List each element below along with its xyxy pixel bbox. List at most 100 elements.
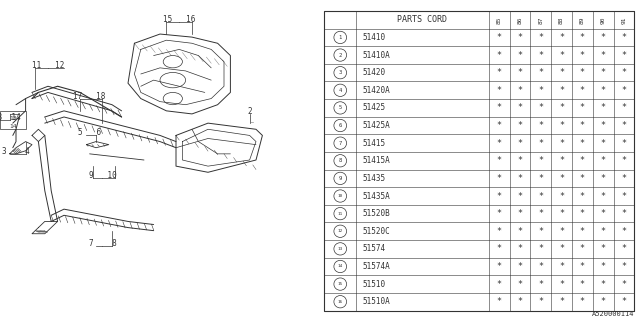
Text: *: * [600, 156, 605, 165]
Text: *: * [559, 244, 564, 253]
Text: 13: 13 [338, 247, 343, 251]
Text: PARTS CORD: PARTS CORD [397, 15, 447, 24]
Text: 51520C: 51520C [362, 227, 390, 236]
Text: 16: 16 [338, 300, 343, 304]
Text: *: * [497, 68, 502, 77]
Text: *: * [497, 227, 502, 236]
Text: 51410A: 51410A [362, 51, 390, 60]
Text: *: * [600, 297, 605, 306]
Text: *: * [559, 51, 564, 60]
Text: 85: 85 [497, 16, 502, 24]
Text: 91: 91 [621, 16, 627, 24]
Text: *: * [538, 209, 543, 218]
Text: *: * [538, 139, 543, 148]
Text: 5   6: 5 6 [78, 128, 101, 137]
Text: *: * [497, 191, 502, 201]
Text: 12: 12 [338, 229, 343, 233]
Text: *: * [497, 174, 502, 183]
Text: *: * [621, 191, 627, 201]
Text: *: * [518, 139, 522, 148]
Text: *: * [559, 191, 564, 201]
Text: 51435A: 51435A [362, 191, 390, 201]
Text: *: * [621, 262, 627, 271]
Text: *: * [538, 280, 543, 289]
Text: *: * [621, 156, 627, 165]
Text: *: * [621, 174, 627, 183]
Text: *: * [497, 33, 502, 42]
Text: *: * [580, 227, 585, 236]
Text: *: * [518, 156, 522, 165]
Text: *: * [621, 121, 627, 130]
Text: 89: 89 [580, 16, 585, 24]
Text: *: * [497, 262, 502, 271]
Text: *: * [600, 86, 605, 95]
Text: 1: 1 [339, 35, 342, 40]
Text: *: * [538, 191, 543, 201]
Text: *: * [600, 68, 605, 77]
Text: *: * [559, 227, 564, 236]
Text: 51574: 51574 [362, 244, 385, 253]
Text: 13  14: 13 14 [0, 113, 20, 122]
Text: *: * [621, 280, 627, 289]
Text: *: * [580, 174, 585, 183]
Text: *: * [580, 297, 585, 306]
Text: 51420: 51420 [362, 68, 385, 77]
Text: *: * [600, 121, 605, 130]
Text: *: * [538, 103, 543, 112]
Text: *: * [559, 262, 564, 271]
Text: *: * [559, 86, 564, 95]
Text: *: * [538, 51, 543, 60]
Text: 7: 7 [339, 141, 342, 146]
Text: *: * [559, 280, 564, 289]
Text: 51415: 51415 [362, 139, 385, 148]
Text: *: * [518, 68, 522, 77]
Text: 51520B: 51520B [362, 209, 390, 218]
Text: 9   10: 9 10 [88, 172, 116, 180]
Text: *: * [600, 209, 605, 218]
Text: *: * [538, 297, 543, 306]
Text: *: * [538, 227, 543, 236]
Text: *: * [518, 51, 522, 60]
Text: *: * [518, 227, 522, 236]
Text: *: * [580, 244, 585, 253]
Text: 2: 2 [339, 52, 342, 58]
Text: *: * [518, 209, 522, 218]
Text: *: * [497, 209, 502, 218]
Text: *: * [600, 139, 605, 148]
Text: *: * [518, 86, 522, 95]
Text: *: * [621, 139, 627, 148]
Text: *: * [538, 68, 543, 77]
Text: *: * [559, 174, 564, 183]
Text: *: * [600, 51, 605, 60]
Text: *: * [497, 244, 502, 253]
Text: *: * [518, 280, 522, 289]
Text: *: * [518, 244, 522, 253]
Text: *: * [538, 86, 543, 95]
Text: *: * [559, 121, 564, 130]
Text: *: * [497, 121, 502, 130]
Bar [0, 111, 26, 129]
Text: 14: 14 [9, 124, 17, 129]
Text: 51574A: 51574A [362, 262, 390, 271]
Text: *: * [538, 156, 543, 165]
Text: *: * [538, 244, 543, 253]
Text: _: _ [250, 118, 252, 123]
Text: *: * [621, 297, 627, 306]
Text: *: * [580, 280, 585, 289]
Text: 51415A: 51415A [362, 156, 390, 165]
Text: 90: 90 [600, 16, 605, 24]
Text: *: * [518, 174, 522, 183]
Text: *: * [580, 51, 585, 60]
Text: A520000114: A520000114 [592, 311, 634, 317]
Text: *: * [600, 280, 605, 289]
Text: 86: 86 [518, 16, 522, 24]
Text: 51425: 51425 [362, 103, 385, 112]
Text: *: * [621, 51, 627, 60]
Text: 10: 10 [338, 194, 343, 198]
Text: *: * [518, 191, 522, 201]
Text: *: * [621, 33, 627, 42]
Text: *: * [621, 244, 627, 253]
Text: 51510A: 51510A [362, 297, 390, 306]
Text: *: * [497, 51, 502, 60]
Text: *: * [559, 297, 564, 306]
